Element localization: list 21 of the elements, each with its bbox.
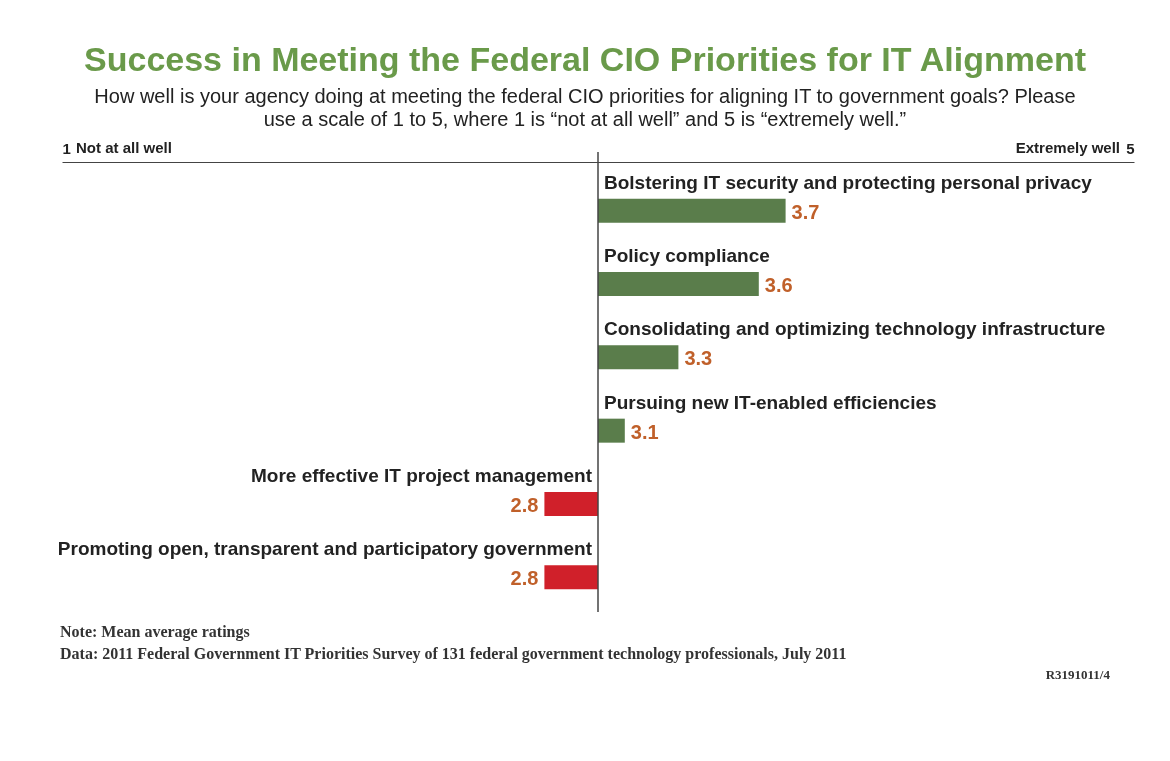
y-tick-label: Bolstering IT security and protecting personal privacy [604, 171, 1093, 193]
annotation: Not at all well [76, 139, 172, 156]
text: R3191011/4 [1044, 667, 1110, 683]
y-tick-label: More effective IT project management [250, 465, 593, 486]
x-tick-label: 5 [1126, 139, 1135, 157]
data-label: 3.3 [684, 347, 713, 370]
x-tick-label: 1 [62, 139, 71, 157]
y-tick-label: Consolidating and optimizing technology infrastructure [604, 318, 1106, 340]
annotation: Extremely well [1015, 139, 1120, 156]
y-tick-label: Promoting open, transparent and participatory government [57, 538, 593, 560]
chart-title: Success in Meeting the Federal CIO Priorities for IT Alignment [83, 40, 1087, 79]
data-label: 3.6 [764, 274, 793, 296]
text: Data: 2011 Federal Government IT Priorities Survey of 131 federal government technology professionals, July 2011 [60, 645, 848, 663]
data-label: 3.1 [630, 420, 659, 443]
data-label: 2.8 [510, 567, 539, 590]
text: Note: Mean average ratings [60, 623, 251, 641]
y-tick-label: Policy compliance [604, 245, 770, 266]
y-tick-label: Pursuing new IT-enabled efficiencies [604, 391, 937, 413]
data-label: 3.7 [791, 200, 820, 223]
data-label: 2.8 [510, 494, 539, 516]
chart-subtitle: How well is your agency doing at meeting the federal CIO priorities for aligning IT to government goals? Please use a scale of 1 to 5, where 1 is “not at all well” and 5 is “extremely well.” [93, 85, 1077, 131]
